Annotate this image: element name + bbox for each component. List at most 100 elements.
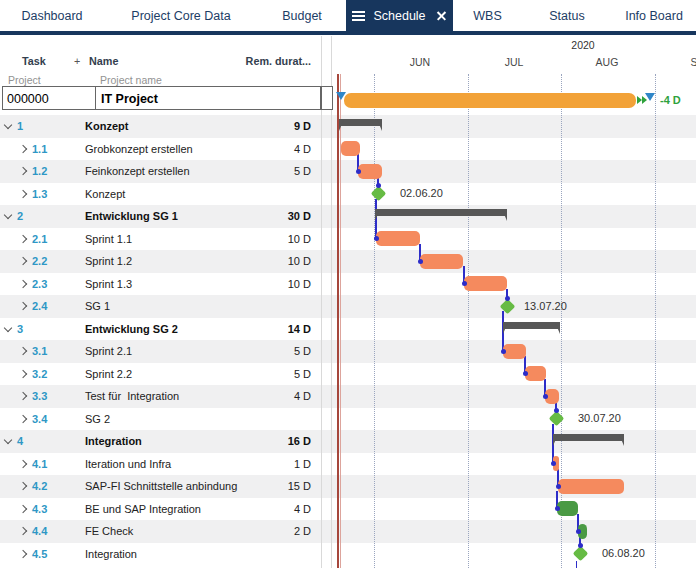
expand-chevron-icon[interactable] <box>18 144 26 152</box>
expand-chevron-icon[interactable] <box>18 189 26 197</box>
task-row[interactable]: 2Entwicklung SG 130 D <box>0 205 321 228</box>
task-row[interactable]: 2.2Sprint 1.210 D <box>0 250 321 273</box>
expand-chevron-icon[interactable] <box>18 302 26 310</box>
month-gridline <box>468 74 469 568</box>
task-duration: 16 D <box>240 435 311 447</box>
tab-dashboard[interactable]: Dashboard <box>0 0 104 31</box>
gantt-bar-task[interactable] <box>558 479 624 494</box>
tab-schedule[interactable]: Schedule <box>346 0 453 31</box>
link-dot <box>462 281 467 286</box>
task-number: 2.4 <box>32 300 47 312</box>
task-row[interactable]: 4.2SAP-FI Schnittstelle anbindung15 D <box>0 475 321 498</box>
gantt-bar-task[interactable] <box>341 141 360 156</box>
gantt-bar-task[interactable] <box>376 231 420 246</box>
tab-label: Budget <box>282 9 322 23</box>
task-row[interactable]: 2.1Sprint 1.110 D <box>0 228 321 251</box>
task-row[interactable]: 3.4SG 2 <box>0 408 321 431</box>
expand-chevron-icon[interactable] <box>18 167 26 175</box>
expand-chevron-icon[interactable] <box>18 392 26 400</box>
column-header-duration[interactable]: Rem. durat... <box>230 55 311 67</box>
task-row[interactable]: 2.4SG 1 <box>0 295 321 318</box>
expand-chevron-icon[interactable] <box>18 369 26 377</box>
link-dot <box>356 169 361 174</box>
task-row[interactable]: 4.1Iteration und Infra1 D <box>0 453 321 476</box>
task-duration: 4 D <box>240 390 311 402</box>
expand-chevron-icon[interactable] <box>18 527 26 535</box>
collapse-chevron-icon[interactable] <box>4 211 12 219</box>
milestone-date-label: 02.06.20 <box>400 187 443 199</box>
column-header-task[interactable]: Task <box>22 55 46 67</box>
tab-label: Status <box>549 9 584 23</box>
task-row[interactable]: 3Entwicklung SG 214 D <box>0 318 321 341</box>
gantt-bar-task[interactable] <box>525 366 546 381</box>
project-duration-field[interactable] <box>321 86 333 110</box>
gantt-bar-task[interactable] <box>557 501 578 516</box>
expand-chevron-icon[interactable] <box>18 347 26 355</box>
task-duration: 9 D <box>240 120 311 132</box>
task-name: Integration <box>85 435 142 447</box>
month-gridline <box>374 74 375 568</box>
gantt-bar-summary[interactable] <box>339 119 382 126</box>
task-duration: 14 D <box>240 323 311 335</box>
expand-chevron-icon[interactable] <box>18 257 26 265</box>
tab-project-core-data[interactable]: Project Core Data <box>104 0 258 31</box>
task-row[interactable]: 1.2Feinkonzept erstellen5 D <box>0 160 321 183</box>
project-name-value: IT Project <box>101 92 158 106</box>
timeline-month-label: S <box>674 56 696 68</box>
task-duration: 10 D <box>240 278 311 290</box>
task-name: FE Check <box>85 525 133 537</box>
expand-chevron-icon[interactable] <box>18 549 26 557</box>
tab-budget[interactable]: Budget <box>258 0 346 31</box>
task-row[interactable]: 4Integration16 D <box>0 430 321 453</box>
task-number: 2.2 <box>32 255 47 267</box>
timeline-year-label: 2020 <box>553 39 613 51</box>
task-name: SAP-FI Schnittstelle anbindung <box>85 480 237 492</box>
task-row[interactable]: 4.3BE und SAP Integration4 D <box>0 498 321 521</box>
expand-chevron-icon[interactable] <box>18 234 26 242</box>
collapse-chevron-icon[interactable] <box>4 323 12 331</box>
expand-chevron-icon[interactable] <box>18 279 26 287</box>
task-duration: 5 D <box>240 368 311 380</box>
tab-info-board[interactable]: Info Board <box>612 0 696 31</box>
menu-icon[interactable] <box>352 9 365 23</box>
task-row[interactable]: 3.2Sprint 2.25 D <box>0 363 321 386</box>
task-name: Entwicklung SG 2 <box>85 323 178 335</box>
expand-chevron-icon[interactable] <box>18 504 26 512</box>
task-name: Entwicklung SG 1 <box>85 210 178 222</box>
close-tab-icon[interactable] <box>437 11 447 21</box>
task-row[interactable]: 4.4FE Check2 D <box>0 520 321 543</box>
gantt-bar-task[interactable] <box>358 164 382 179</box>
project-variance-label: -4 D <box>660 94 681 106</box>
tab-status[interactable]: Status <box>522 0 612 31</box>
collapse-chevron-icon[interactable] <box>4 436 12 444</box>
tab-label: Project Core Data <box>131 9 230 23</box>
task-row[interactable]: 1.3Konzept <box>0 183 321 206</box>
task-duration: 10 D <box>240 255 311 267</box>
gantt-bar-summary[interactable] <box>375 209 507 216</box>
tab-bar: Dashboard Project Core Data Budget Schedule… <box>0 0 696 31</box>
gantt-bar-task[interactable] <box>503 344 526 359</box>
link-dot <box>501 349 506 354</box>
gantt-bar-task[interactable] <box>420 254 463 269</box>
column-header-name[interactable]: Name <box>89 55 118 67</box>
month-gridline <box>655 74 656 568</box>
collapse-chevron-icon[interactable] <box>4 121 12 129</box>
task-row[interactable]: 3.1Sprint 2.15 D <box>0 340 321 363</box>
task-row[interactable]: 4.5Integration <box>0 543 321 566</box>
gantt-bar-project[interactable] <box>344 93 636 108</box>
task-row[interactable]: 3.3Test für Integration4 D <box>0 385 321 408</box>
task-row[interactable]: 1.1Grobkonzept erstellen4 D <box>0 138 321 161</box>
gantt-bar-task[interactable] <box>464 276 507 291</box>
task-row[interactable]: 2.3Sprint 1.310 D <box>0 273 321 296</box>
link-dot <box>523 371 528 376</box>
expand-chevron-icon[interactable] <box>18 414 26 422</box>
expand-chevron-icon[interactable] <box>18 459 26 467</box>
expand-chevron-icon[interactable] <box>18 482 26 490</box>
milestone-diamond[interactable] <box>370 186 386 202</box>
gantt-bar-summary[interactable] <box>503 322 560 329</box>
tab-wbs[interactable]: WBS <box>453 0 522 31</box>
add-column-button[interactable]: + <box>74 55 80 67</box>
milestone-diamond[interactable] <box>572 546 588 562</box>
task-row[interactable]: 1Konzept9 D <box>0 115 321 138</box>
gantt-bar-summary[interactable] <box>553 434 624 441</box>
